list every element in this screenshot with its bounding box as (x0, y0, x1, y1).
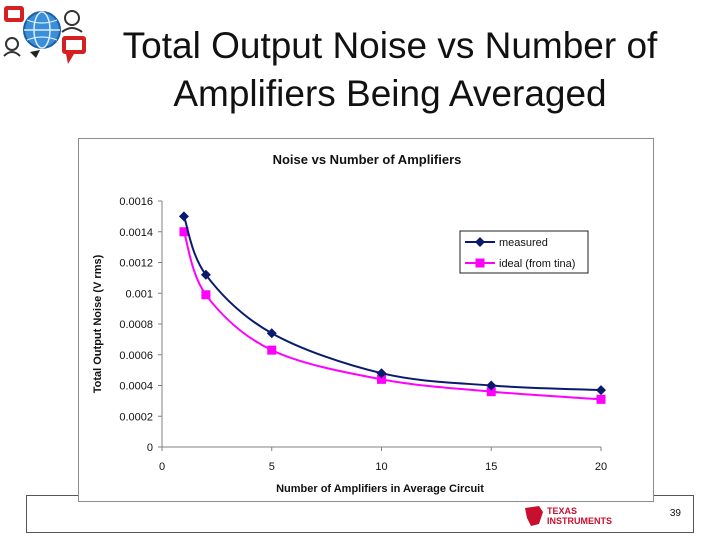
x-tick-label: 20 (595, 461, 607, 473)
y-tick-label: 0.0016 (119, 196, 153, 208)
legend-label-ideal-from-tina: ideal (from tina) (499, 258, 575, 270)
chart-frame: Noise vs Number of Amplifiers Total Outp… (78, 138, 654, 502)
y-tick-label: 0.0002 (119, 411, 153, 423)
y-tick-label: 0.0014 (119, 227, 153, 239)
data-point-measured (178, 211, 189, 222)
axes: 0 0.0002 0.0004 0.0006 0.0008 0.001 0.0012 0.00… (119, 196, 607, 473)
y-tick-label: 0.0006 (119, 350, 153, 362)
slide-title: Total Output Noise vs Number of Amplifie… (80, 22, 700, 118)
noise-chart: Noise vs Number of Amplifiers Total Outp… (92, 152, 607, 495)
data-point-measured (200, 269, 211, 280)
y-tick-label: 0.0008 (119, 319, 153, 331)
x-axis-label: Number of Amplifiers in Average Circuit (276, 483, 484, 495)
legend: measured ideal (from tina) (459, 230, 589, 274)
legend-label-measured: measured (499, 237, 548, 249)
legend-marker-ideal-from-tina (475, 258, 485, 268)
data-point-ideal-from-tina (377, 374, 386, 384)
x-tick-label: 0 (159, 461, 165, 473)
page-number: 39 (669, 508, 681, 519)
y-tick-label: 0.0004 (119, 381, 153, 393)
slide-title-line-1: Total Output Noise vs Number of (122, 25, 658, 66)
series-layer (178, 211, 606, 404)
data-point-ideal-from-tina (267, 345, 277, 355)
data-point-ideal-from-tina (486, 387, 496, 397)
y-axis-label: Total Output Noise (V rms) (92, 254, 104, 393)
data-point-ideal-from-tina (596, 394, 606, 404)
series-measured (178, 211, 606, 396)
x-tick-label: 10 (375, 461, 387, 473)
data-point-measured (596, 385, 606, 396)
slide-title-line-2: Amplifiers Being Averaged (173, 73, 607, 114)
x-tick-label: 5 (269, 461, 275, 473)
y-tick-label: 0.0012 (119, 258, 153, 270)
data-point-ideal-from-tina (201, 290, 211, 300)
data-point-measured (266, 328, 277, 339)
texas-instruments-logo: TEXAS INSTRUMENTS (525, 506, 612, 526)
ti-emblem-icon (525, 506, 543, 526)
y-tick-label: 0 (147, 442, 153, 454)
x-tick-label: 15 (485, 461, 497, 473)
data-point-ideal-from-tina (179, 227, 189, 237)
chart-title: Noise vs Number of Amplifiers (273, 152, 462, 167)
presentation-logo-icon (3, 6, 86, 64)
brand-line-1: TEXAS (547, 506, 577, 516)
series-ideal-from-tina (179, 227, 606, 404)
y-tick-label: 0.001 (125, 288, 153, 300)
legend-marker-measured (475, 237, 485, 247)
brand-line-2: INSTRUMENTS (547, 516, 612, 526)
data-point-measured (486, 380, 497, 391)
data-point-measured (376, 368, 387, 379)
